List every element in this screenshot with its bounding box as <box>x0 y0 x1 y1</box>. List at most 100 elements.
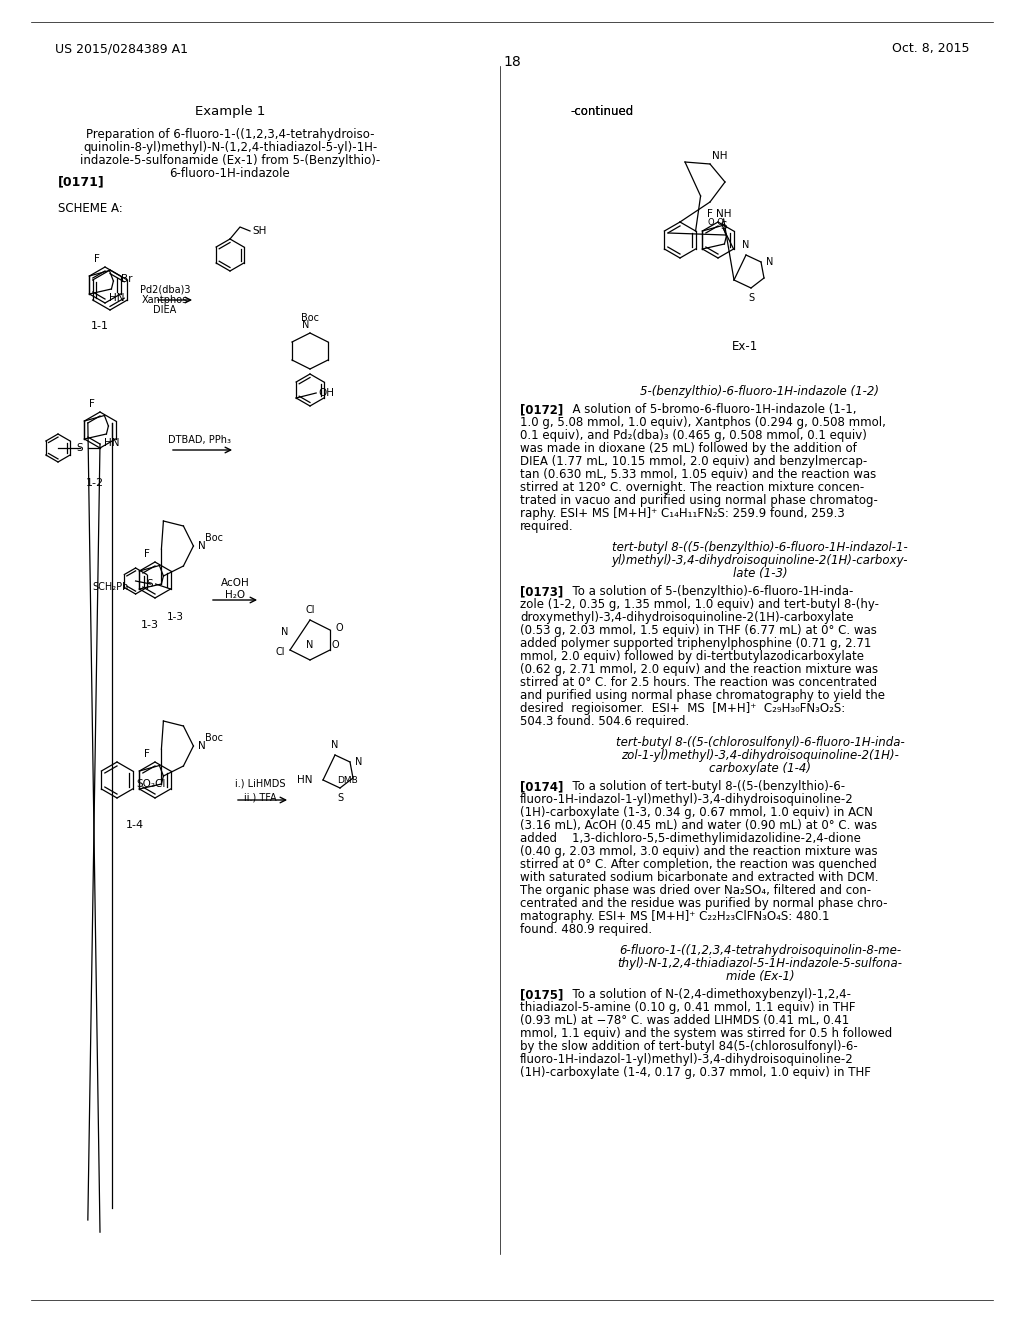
Text: Preparation of 6-fluoro-1-((1,2,3,4-tetrahydroiso-: Preparation of 6-fluoro-1-((1,2,3,4-tetr… <box>86 128 374 141</box>
Text: carboxylate (1-4): carboxylate (1-4) <box>709 762 811 775</box>
Text: SH: SH <box>252 226 266 236</box>
Text: 1-3: 1-3 <box>141 620 159 630</box>
Text: [0174]: [0174] <box>520 780 563 793</box>
Text: (0.62 g, 2.71 mmol, 2.0 equiv) and the reaction mixture was: (0.62 g, 2.71 mmol, 2.0 equiv) and the r… <box>520 663 879 676</box>
Text: DTBAD, PPh₃: DTBAD, PPh₃ <box>169 436 231 445</box>
Text: Cl: Cl <box>275 647 285 657</box>
Text: Example 1: Example 1 <box>195 106 265 117</box>
Text: mide (Ex-1): mide (Ex-1) <box>726 970 795 983</box>
Text: N: N <box>281 627 288 638</box>
Text: centrated and the residue was purified by normal phase chro-: centrated and the residue was purified b… <box>520 898 888 909</box>
Text: -continued: -continued <box>570 106 633 117</box>
Text: SCHEME A:: SCHEME A: <box>58 202 123 215</box>
Text: added    1,3-dichloro-5,5-dimethylimidazolidine-2,4-dione: added 1,3-dichloro-5,5-dimethylimidazoli… <box>520 832 861 845</box>
Text: mmol, 2.0 equiv) followed by di-tertbutylazodicarboxylate: mmol, 2.0 equiv) followed by di-tertbuty… <box>520 649 864 663</box>
Text: (1H)-carboxylate (1-3, 0.34 g, 0.67 mmol, 1.0 equiv) in ACN: (1H)-carboxylate (1-3, 0.34 g, 0.67 mmol… <box>520 807 872 818</box>
Text: OH: OH <box>318 388 334 399</box>
Text: [0172]: [0172] <box>520 403 563 416</box>
Text: fluoro-1H-indazol-1-yl)methyl)-3,4-dihydroisoquinoline-2: fluoro-1H-indazol-1-yl)methyl)-3,4-dihyd… <box>520 1053 854 1067</box>
Text: 1-2: 1-2 <box>86 478 104 488</box>
Text: tert-butyl 8-((5-(chlorosulfonyl)-6-fluoro-1H-inda-: tert-butyl 8-((5-(chlorosulfonyl)-6-fluo… <box>615 737 904 748</box>
Text: [0175]: [0175] <box>520 987 563 1001</box>
Text: F: F <box>89 399 95 409</box>
Text: added polymer supported triphenylphosphine (0.71 g, 2.71: added polymer supported triphenylphosphi… <box>520 638 871 649</box>
Text: [0173]: [0173] <box>520 585 563 598</box>
Text: S: S <box>146 579 153 589</box>
Text: indazole-5-sulfonamide (Ex-1) from 5-(Benzylthio)-: indazole-5-sulfonamide (Ex-1) from 5-(Be… <box>80 154 380 168</box>
Text: Boc: Boc <box>206 733 223 743</box>
Text: Xantphos: Xantphos <box>142 294 188 305</box>
Text: DIEA: DIEA <box>154 305 176 315</box>
Text: Pd2(dba)3: Pd2(dba)3 <box>139 285 190 294</box>
Text: SO₂Cl: SO₂Cl <box>136 779 166 789</box>
Text: 6-fluoro-1H-indazole: 6-fluoro-1H-indazole <box>170 168 291 180</box>
Text: stirred at 120° C. overnight. The reaction mixture concen-: stirred at 120° C. overnight. The reacti… <box>520 480 864 494</box>
Text: A solution of 5-bromo-6-fluoro-1H-indazole (1-1,: A solution of 5-bromo-6-fluoro-1H-indazo… <box>565 403 856 416</box>
Text: fluoro-1H-indazol-1-yl)methyl)-3,4-dihydroisoquinoline-2: fluoro-1H-indazol-1-yl)methyl)-3,4-dihyd… <box>520 793 854 807</box>
Text: thyl)-N-1,2,4-thiadiazol-5-1H-indazole-5-sulfona-: thyl)-N-1,2,4-thiadiazol-5-1H-indazole-5… <box>617 957 902 970</box>
Text: F: F <box>144 549 150 558</box>
Text: S: S <box>337 793 343 803</box>
Text: and purified using normal phase chromatography to yield the: and purified using normal phase chromato… <box>520 689 885 702</box>
Text: 1.0 g, 5.08 mmol, 1.0 equiv), Xantphos (0.294 g, 0.508 mmol,: 1.0 g, 5.08 mmol, 1.0 equiv), Xantphos (… <box>520 416 886 429</box>
Text: Ex-1: Ex-1 <box>732 341 758 352</box>
Text: S: S <box>77 444 83 453</box>
Text: N: N <box>742 240 750 249</box>
Text: F: F <box>144 748 150 759</box>
Text: (0.53 g, 2.03 mmol, 1.5 equiv) in THF (6.77 mL) at 0° C. was: (0.53 g, 2.03 mmol, 1.5 equiv) in THF (6… <box>520 624 877 638</box>
Text: [0171]: [0171] <box>58 176 104 187</box>
Text: (0.93 mL) at −78° C. was added LIHMDS (0.41 mL, 0.41: (0.93 mL) at −78° C. was added LIHMDS (0… <box>520 1014 849 1027</box>
Text: stirred at 0° C. for 2.5 hours. The reaction was concentrated: stirred at 0° C. for 2.5 hours. The reac… <box>520 676 878 689</box>
Text: O: O <box>332 640 340 649</box>
Text: Oct. 8, 2015: Oct. 8, 2015 <box>892 42 969 55</box>
Text: HN: HN <box>103 438 119 447</box>
Text: O O: O O <box>708 218 724 227</box>
Text: (0.40 g, 2.03 mmol, 3.0 equiv) and the reaction mixture was: (0.40 g, 2.03 mmol, 3.0 equiv) and the r… <box>520 845 878 858</box>
Text: tan (0.630 mL, 5.33 mmol, 1.05 equiv) and the reaction was: tan (0.630 mL, 5.33 mmol, 1.05 equiv) an… <box>520 469 877 480</box>
Text: NH: NH <box>716 209 731 219</box>
Text: 1-3: 1-3 <box>167 612 183 622</box>
Text: required.: required. <box>520 520 573 533</box>
Text: AcOH: AcOH <box>220 578 250 587</box>
Text: with saturated sodium bicarbonate and extracted with DCM.: with saturated sodium bicarbonate and ex… <box>520 871 879 884</box>
Text: N: N <box>199 541 206 550</box>
Text: was made in dioxane (25 mL) followed by the addition of: was made in dioxane (25 mL) followed by … <box>520 442 857 455</box>
Text: The organic phase was dried over Na₂SO₄, filtered and con-: The organic phase was dried over Na₂SO₄,… <box>520 884 871 898</box>
Text: droxymethyl)-3,4-dihydroisoquinoline-2(1H)-carboxylate: droxymethyl)-3,4-dihydroisoquinoline-2(1… <box>520 611 853 624</box>
Text: S: S <box>720 220 727 231</box>
Text: Cl: Cl <box>305 605 314 615</box>
Text: N: N <box>766 257 773 267</box>
Text: zol-1-yl)methyl)-3,4-dihydroisoquinoline-2(1H)-: zol-1-yl)methyl)-3,4-dihydroisoquinoline… <box>622 748 899 762</box>
Text: trated in vacuo and purified using normal phase chromatog-: trated in vacuo and purified using norma… <box>520 494 878 507</box>
Text: 504.3 found. 504.6 required.: 504.3 found. 504.6 required. <box>520 715 689 729</box>
Text: mmol, 1.1 equiv) and the system was stirred for 0.5 h followed: mmol, 1.1 equiv) and the system was stir… <box>520 1027 892 1040</box>
Text: HN: HN <box>109 293 124 304</box>
Text: 0.1 equiv), and Pd₂(dba)₃ (0.465 g, 0.508 mmol, 0.1 equiv): 0.1 equiv), and Pd₂(dba)₃ (0.465 g, 0.50… <box>520 429 867 442</box>
Text: 18: 18 <box>503 55 521 69</box>
Text: (3.16 mL), AcOH (0.45 mL) and water (0.90 mL) at 0° C. was: (3.16 mL), AcOH (0.45 mL) and water (0.9… <box>520 818 878 832</box>
Text: To a solution of 5-(benzylthio)-6-fluoro-1H-inda-: To a solution of 5-(benzylthio)-6-fluoro… <box>565 585 853 598</box>
Text: (1H)-carboxylate (1-4, 0.17 g, 0.37 mmol, 1.0 equiv) in THF: (1H)-carboxylate (1-4, 0.17 g, 0.37 mmol… <box>520 1067 870 1078</box>
Text: SCH₂Ph: SCH₂Ph <box>92 582 129 591</box>
Text: HN: HN <box>297 775 312 785</box>
Text: F: F <box>94 253 100 264</box>
Text: stirred at 0° C. After completion, the reaction was quenched: stirred at 0° C. After completion, the r… <box>520 858 877 871</box>
Text: ii.) TFA: ii.) TFA <box>244 793 276 803</box>
Text: thiadiazol-5-amine (0.10 g, 0.41 mmol, 1.1 equiv) in THF: thiadiazol-5-amine (0.10 g, 0.41 mmol, 1… <box>520 1001 855 1014</box>
Text: quinolin-8-yl)methyl)-N-(1,2,4-thiadiazol-5-yl)-1H-: quinolin-8-yl)methyl)-N-(1,2,4-thiadiazo… <box>83 141 377 154</box>
Text: To a solution of N-(2,4-dimethoxybenzyl)-1,2,4-: To a solution of N-(2,4-dimethoxybenzyl)… <box>565 987 851 1001</box>
Text: DMB: DMB <box>338 776 358 785</box>
Text: Boc: Boc <box>206 533 223 543</box>
Text: H₂O: H₂O <box>225 590 245 601</box>
Text: Boc: Boc <box>301 313 319 323</box>
Text: late (1-3): late (1-3) <box>733 568 787 579</box>
Text: N: N <box>332 741 339 750</box>
Text: matography. ESI+ MS [M+H]⁺ C₂₂H₂₃ClFN₃O₄S: 480.1: matography. ESI+ MS [M+H]⁺ C₂₂H₂₃ClFN₃O₄… <box>520 909 829 923</box>
Text: DIEA (1.77 mL, 10.15 mmol, 2.0 equiv) and benzylmercap-: DIEA (1.77 mL, 10.15 mmol, 2.0 equiv) an… <box>520 455 867 469</box>
Text: 1-4: 1-4 <box>126 820 144 830</box>
Text: zole (1-2, 0.35 g, 1.35 mmol, 1.0 equiv) and tert-butyl 8-(hy-: zole (1-2, 0.35 g, 1.35 mmol, 1.0 equiv)… <box>520 598 879 611</box>
Text: N: N <box>199 741 206 751</box>
Text: tert-butyl 8-((5-(benzylthio)-6-fluoro-1H-indazol-1-: tert-butyl 8-((5-(benzylthio)-6-fluoro-1… <box>612 541 908 554</box>
Text: i.) LiHMDS: i.) LiHMDS <box>234 777 286 788</box>
Text: N: N <box>355 756 362 767</box>
